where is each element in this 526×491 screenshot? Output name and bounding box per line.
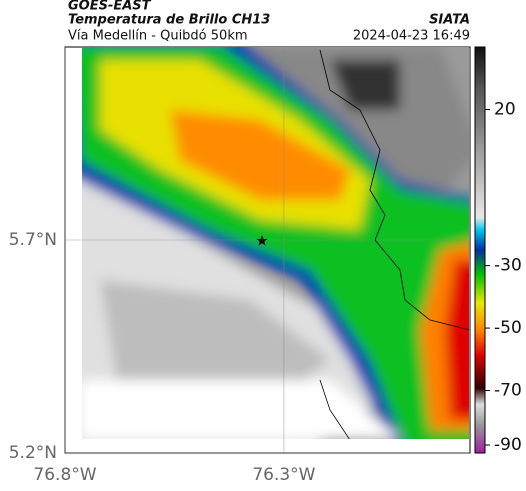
colorbar-tick-label: -90 [494, 435, 522, 455]
source: SIATA [429, 13, 470, 28]
colorbar-tick-label: -30 [494, 256, 522, 276]
x-tick-label: 76.3°W [252, 465, 315, 485]
product: Temperatura de Brillo CH13 [68, 13, 270, 28]
satellite: GOES-EAST [68, 0, 152, 14]
route: Vía Medellín - Quibdó 50km [68, 29, 248, 44]
colorbar-tick-label: 20 [494, 99, 516, 119]
imagery [82, 47, 469, 439]
colorbar-tick-label: -70 [494, 381, 522, 401]
y-tick-label: 5.2°N [9, 443, 57, 463]
colorbar [474, 46, 486, 454]
datetime: 2024-04-23 16:49 [353, 29, 470, 44]
colorbar-tick-label: -50 [494, 318, 522, 338]
x-tick-label: 76.8°W [33, 465, 96, 485]
y-tick-label: 5.7°N [9, 230, 57, 250]
